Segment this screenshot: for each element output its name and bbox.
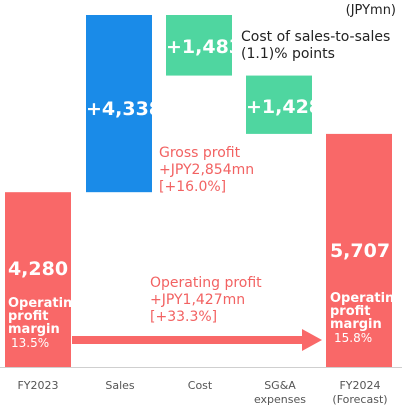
margin-fy2023: Operating profit margin 13.5% xyxy=(8,297,82,350)
bar-cost xyxy=(166,15,232,76)
operating-profit-amount: +JPY1,427mn xyxy=(150,292,246,308)
tick-label-cost: Cost xyxy=(160,379,240,393)
unit-label: (JPYmn) xyxy=(345,3,396,18)
tick-label-cost-line: Cost xyxy=(187,379,213,392)
gross-profit-annotation: Gross profit +JPY2,854mn [+16.0%] xyxy=(159,145,254,196)
bar-sales xyxy=(86,15,152,193)
bar-sga xyxy=(246,75,312,134)
value-label-sales: +4,338 xyxy=(86,98,163,120)
growth-arrow-head xyxy=(302,329,322,351)
tick-label-fy2023: FY2023 xyxy=(0,379,76,393)
cost-note-line-1: Cost of sales-to-sales xyxy=(241,29,391,45)
tick-label-fy2024-line-2: (Forecast) xyxy=(332,393,388,406)
margin-fy2023-line-3: margin xyxy=(8,322,60,337)
operating-profit-rate: [+33.3%] xyxy=(150,309,218,325)
bar-fy2024 xyxy=(326,133,392,367)
tick-label-fy2024: FY2024 (Forecast) xyxy=(320,379,400,407)
tick-label-fy2023-line: FY2023 xyxy=(17,379,59,392)
tick-label-fy2024-line-1: FY2024 xyxy=(339,379,381,392)
operating-profit-annotation: Operating profit +JPY1,427mn [+33.3%] xyxy=(150,275,262,326)
margin-fy2024-line-3: margin xyxy=(330,317,382,332)
margin-fy2024-value: 15.8% xyxy=(334,331,373,345)
tick-label-sales: Sales xyxy=(80,379,160,393)
tick-label-sga: SG&A expenses xyxy=(240,379,320,407)
gross-profit-amount: +JPY2,854mn xyxy=(159,162,255,178)
margin-fy2023-line-2: profit xyxy=(8,309,49,324)
gross-profit-rate: [+16.0%] xyxy=(159,179,227,195)
margin-fy2024: Operating profit margin 15.8% xyxy=(330,292,402,345)
margin-fy2023-line-1: Operating xyxy=(8,296,82,311)
value-label-fy2024: 5,707 xyxy=(329,240,391,262)
margin-fy2023-value: 13.5% xyxy=(11,336,50,350)
cost-note-line-2: (1.1)% points xyxy=(241,46,335,62)
gross-profit-title: Gross profit xyxy=(159,145,241,161)
margin-fy2024-line-1: Operating xyxy=(330,291,402,306)
tick-label-sales-line: Sales xyxy=(105,379,135,392)
growth-arrow-shaft xyxy=(72,336,304,344)
value-label-cost: +1,483 xyxy=(166,36,243,58)
margin-fy2024-line-2: profit xyxy=(330,304,371,319)
operating-profit-title: Operating profit xyxy=(150,275,262,291)
bar-fy2023 xyxy=(5,192,71,367)
tick-label-sga-line-1: SG&A xyxy=(264,379,296,392)
value-label-sga: +1,428 xyxy=(246,96,323,118)
tick-label-sga-line-2: expenses xyxy=(253,393,307,406)
value-label-fy2023: 4,280 xyxy=(7,258,69,280)
cost-note: Cost of sales-to-sales (1.1)% points xyxy=(241,29,390,63)
